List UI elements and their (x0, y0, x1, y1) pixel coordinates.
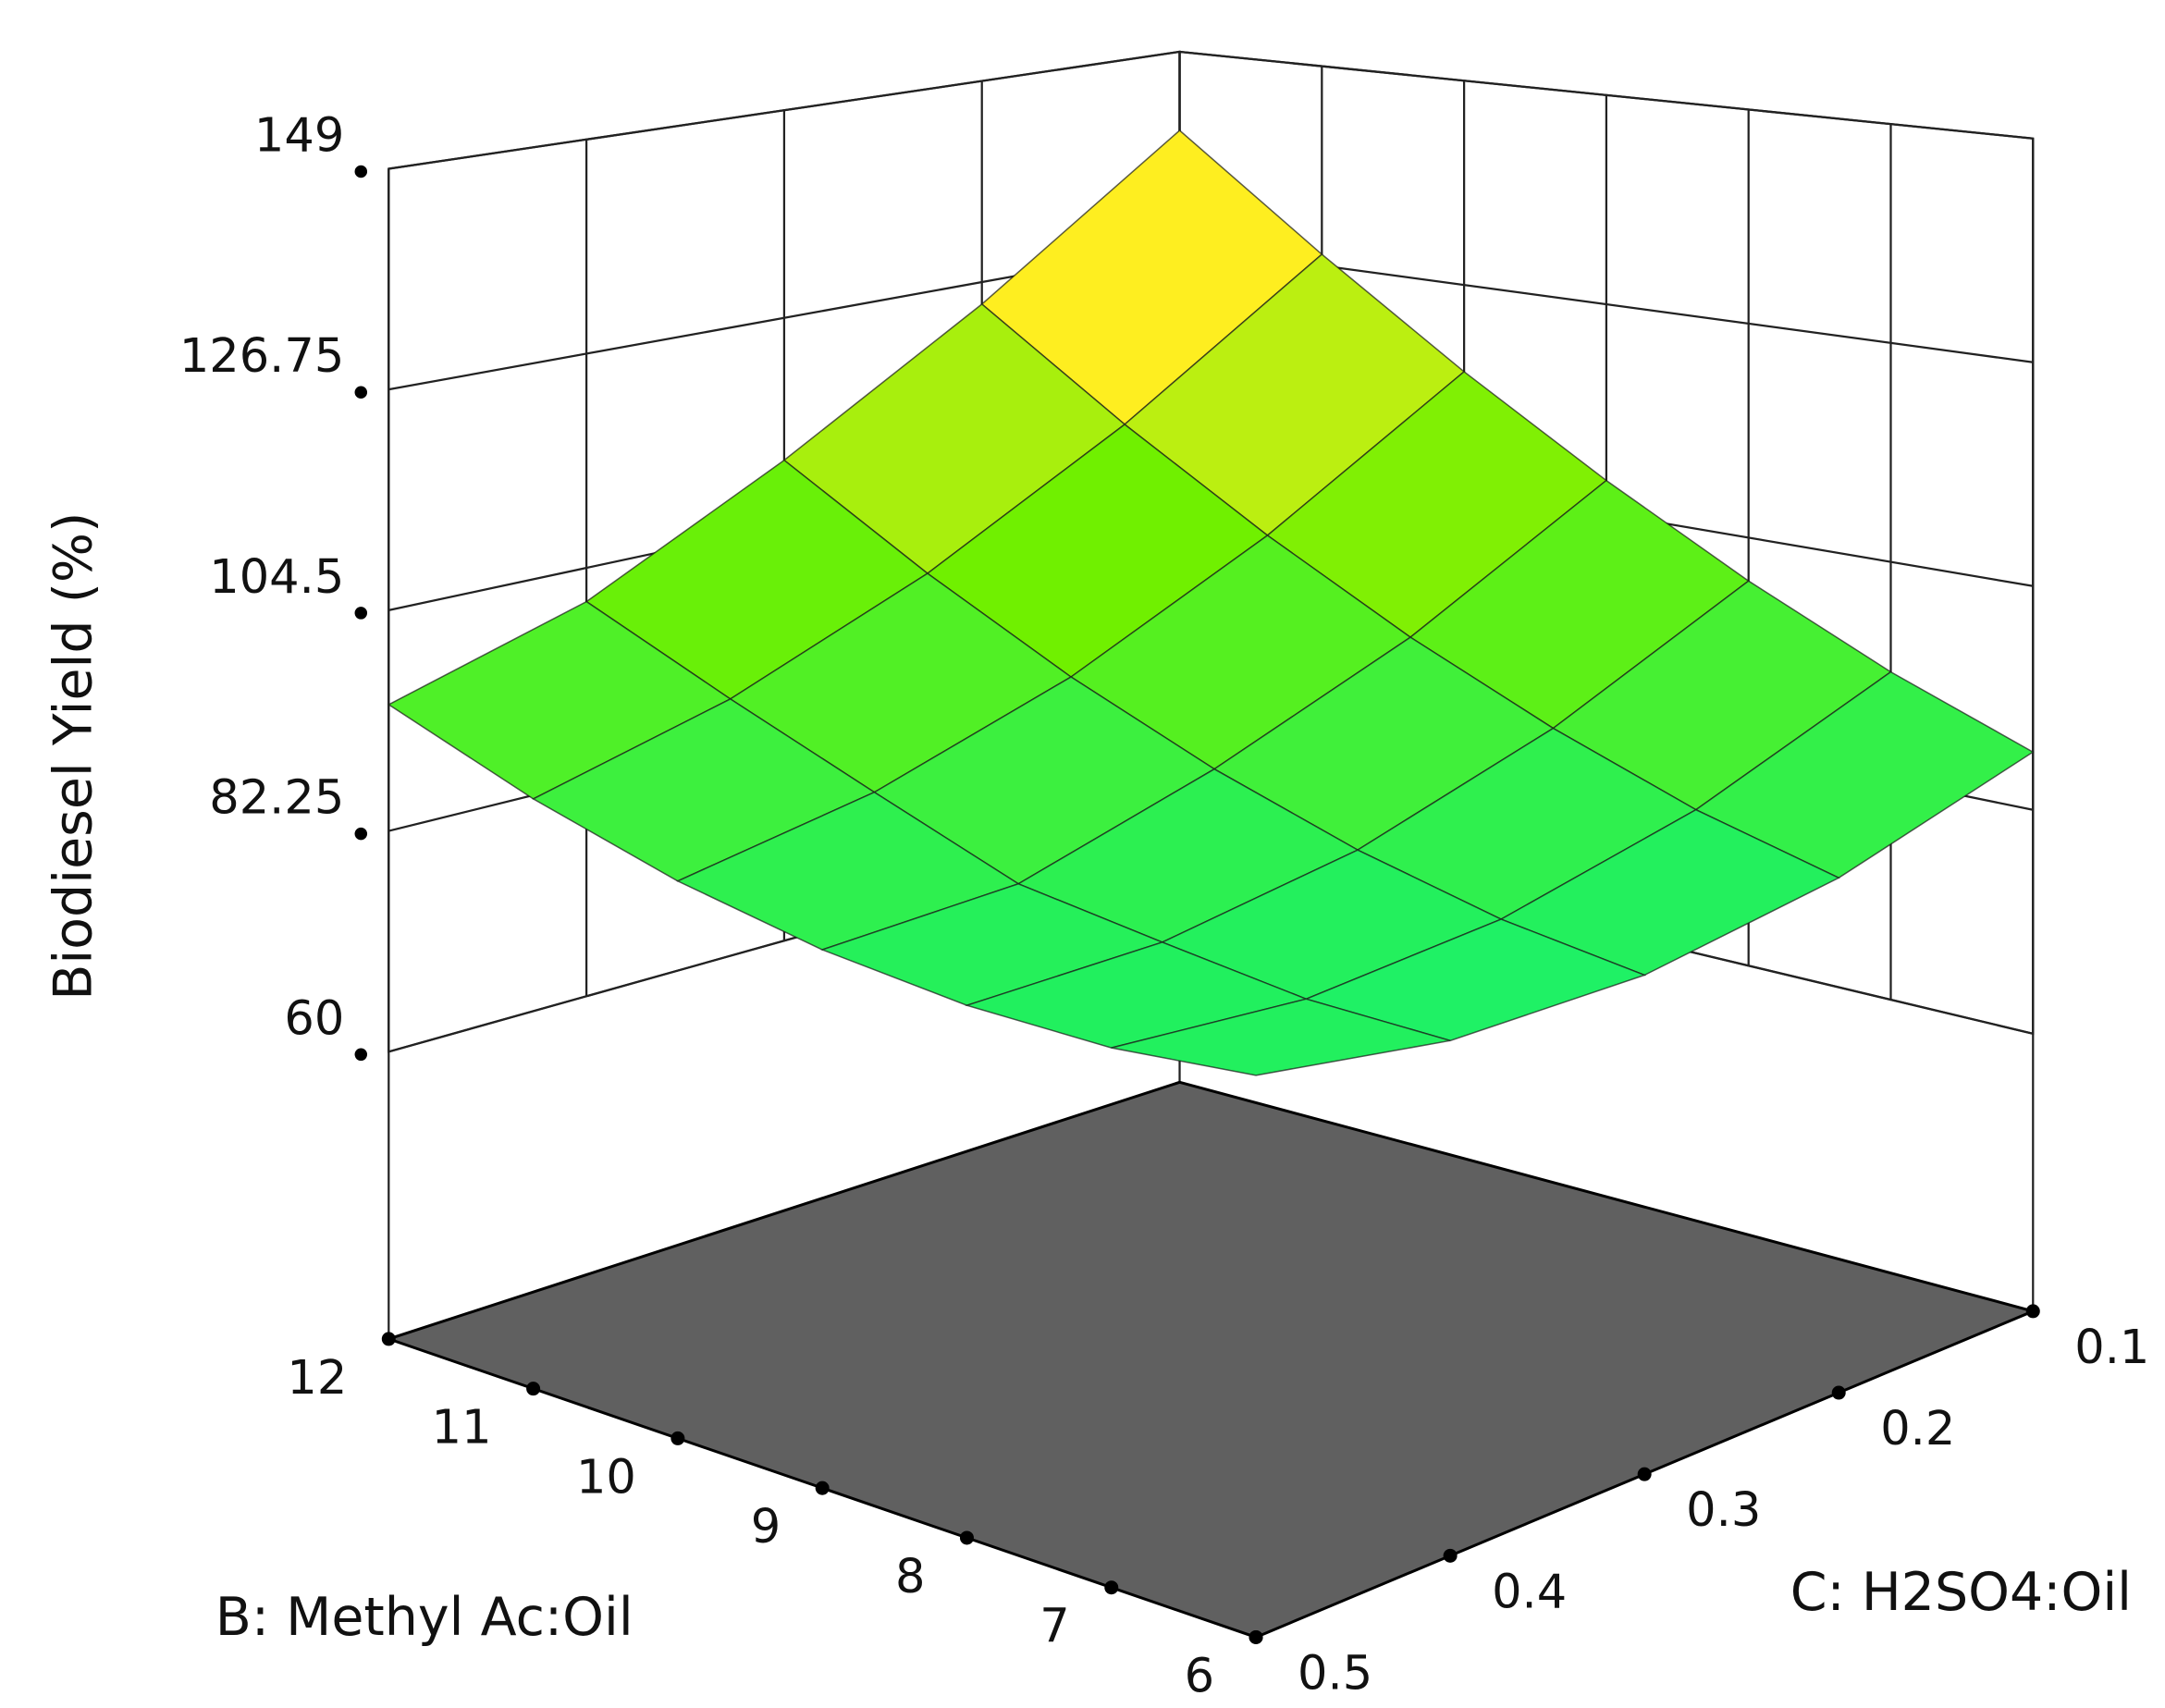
c-axis-title: C: H2SO4:Oil (1790, 1562, 2132, 1623)
b-tick-dot (959, 1530, 974, 1545)
c-tick-label: 0.5 (1298, 1646, 1372, 1701)
c-tick-dot (1637, 1467, 1652, 1481)
floor (384, 1080, 2037, 1640)
z-tick-label: 82.25 (209, 771, 344, 826)
b-tick-dot (1104, 1580, 1119, 1595)
c-tick-dot (1831, 1385, 1846, 1400)
z-tick-dot (354, 827, 368, 841)
c-tick-dot (1443, 1548, 1458, 1563)
z-tick-dot (354, 386, 368, 399)
surface-patch (1111, 998, 1451, 1076)
z-tick-label: 104.5 (209, 550, 344, 605)
b-tick-dot (815, 1481, 830, 1495)
c-tick-label: 0.2 (1880, 1402, 1955, 1456)
b-tick-label: 7 (1039, 1600, 1069, 1654)
b-tick-dot (526, 1382, 541, 1396)
z-tick-label: 126.75 (179, 329, 344, 384)
b-tick-dot (381, 1332, 396, 1346)
b-tick-label: 10 (576, 1450, 636, 1505)
c-tick-label: 0.4 (1492, 1565, 1567, 1619)
z-tick-dot (354, 165, 368, 178)
b-tick-label: 11 (432, 1401, 492, 1456)
c-tick-label: 0.3 (1686, 1483, 1761, 1538)
c-tick-dot (2025, 1304, 2040, 1319)
b-axis-title: B: Methyl Ac:Oil (215, 1587, 634, 1648)
z-tick-dot (354, 607, 368, 620)
b-tick-label: 6 (1185, 1649, 1214, 1703)
z-axis-title: Biodiesel Yield (%) (43, 512, 104, 1001)
c-tick-dot (1249, 1629, 1263, 1644)
b-tick-label: 12 (287, 1351, 347, 1406)
c-tick-label: 0.1 (2074, 1321, 2149, 1375)
b-tick-dot (670, 1431, 685, 1445)
z-tick-label: 149 (254, 109, 344, 164)
z-tick-label: 60 (284, 991, 344, 1046)
b-tick-label: 8 (895, 1550, 925, 1604)
z-tick-dot (354, 1048, 368, 1062)
b-tick-label: 9 (751, 1500, 781, 1554)
